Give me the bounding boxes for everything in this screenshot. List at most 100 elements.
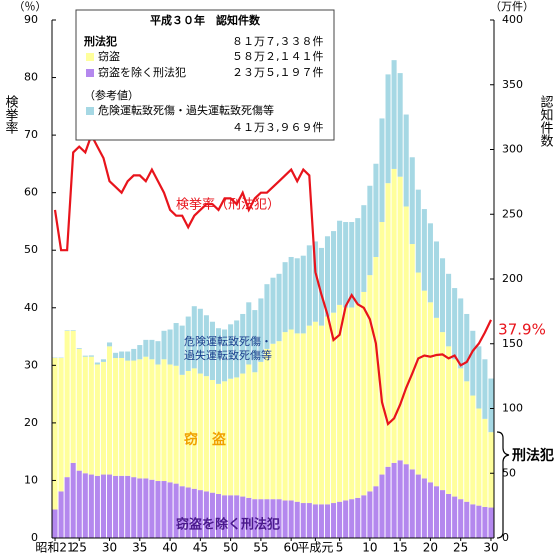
y-tick-label: 70 (24, 128, 38, 141)
info-total-value: ８１万７,３３８件 (232, 35, 324, 48)
bar (301, 333, 306, 503)
y2-tick-label: 350 (502, 78, 523, 91)
bar (482, 419, 487, 507)
bar (482, 359, 487, 419)
bar (446, 494, 451, 538)
y2-tick-label: 400 (502, 13, 523, 26)
bar (404, 206, 409, 464)
bar (313, 322, 318, 505)
bar (331, 503, 336, 538)
bar (149, 340, 154, 359)
info-value: ２３万５,１９７件 (232, 66, 324, 79)
bar (113, 353, 118, 358)
bar (476, 506, 481, 538)
bar (119, 352, 124, 358)
bar (355, 498, 360, 538)
bar (325, 317, 330, 505)
bar (355, 218, 360, 303)
bar (53, 358, 58, 510)
bar (137, 359, 142, 478)
bar (119, 476, 124, 538)
bar (422, 291, 427, 479)
bar (379, 118, 384, 222)
bar (398, 73, 403, 177)
bar (476, 409, 481, 506)
bar (83, 356, 88, 357)
bar (355, 304, 360, 498)
y2-tick-label: 300 (502, 143, 523, 156)
bar (192, 368, 197, 488)
bar (428, 302, 433, 482)
bar (143, 478, 148, 538)
bar (349, 307, 354, 499)
bar (270, 344, 275, 499)
bar (398, 460, 403, 538)
bar (77, 348, 82, 349)
bar (428, 223, 433, 302)
legend-swatch (86, 69, 94, 77)
bar (137, 345, 142, 359)
bar (464, 381, 469, 501)
info-total-label: 刑法犯 (84, 34, 117, 48)
bar (488, 508, 493, 538)
bar (143, 340, 148, 357)
bar (101, 359, 106, 362)
bar (301, 256, 306, 334)
bar (337, 221, 342, 305)
bar (410, 157, 415, 244)
bar (283, 500, 288, 538)
bar (125, 361, 130, 476)
bar (125, 476, 130, 538)
bar (367, 186, 372, 275)
bar (331, 231, 336, 313)
bar (240, 374, 245, 497)
annotation: 窃盗を除く刑法犯 (176, 517, 280, 533)
bar (113, 358, 118, 476)
bar (476, 346, 481, 408)
y2-axis-unit: （万件） (490, 0, 534, 13)
x-tick-label: 25 (72, 541, 87, 555)
x-tick-label: 30 (483, 541, 498, 555)
bar (440, 258, 445, 332)
bar (349, 499, 354, 538)
y-tick-label: 40 (24, 301, 38, 314)
bar (53, 510, 58, 538)
bar (361, 205, 366, 292)
legend-swatch (86, 107, 94, 115)
bar (89, 475, 94, 538)
y-tick-label: 60 (24, 186, 38, 199)
bar (155, 364, 160, 481)
y-tick-label: 20 (24, 416, 38, 429)
y-tick-label: 30 (24, 358, 38, 371)
bar (89, 355, 94, 356)
y2-axis-label: 認知件数 (538, 94, 554, 147)
bar (149, 480, 154, 538)
bar (168, 364, 173, 482)
y-tick-label: 80 (24, 71, 38, 84)
x-tick-label: 45 (193, 541, 208, 555)
bar (143, 357, 148, 479)
legend-swatch (86, 53, 94, 61)
bar (270, 278, 275, 344)
bar (367, 275, 372, 491)
info-value: ４１万３,９６９件 (232, 121, 324, 134)
bar (470, 504, 475, 538)
bar (386, 74, 391, 183)
legend-label: 窃盗を除く刑法犯 (98, 65, 186, 79)
bar (277, 341, 282, 499)
x-tick-label: 15 (393, 541, 408, 555)
bar (325, 504, 330, 538)
bar (95, 364, 100, 475)
bar (422, 478, 427, 538)
x-tick-label: 40 (162, 541, 177, 555)
brace (497, 432, 509, 538)
bar (101, 362, 106, 475)
bar (343, 222, 348, 307)
bar (71, 463, 76, 538)
bar (131, 361, 136, 478)
x-tick-label: 30 (102, 541, 117, 555)
bar (319, 326, 324, 505)
bar (295, 502, 300, 538)
y-tick-label: 90 (24, 13, 38, 26)
bar (392, 60, 397, 169)
